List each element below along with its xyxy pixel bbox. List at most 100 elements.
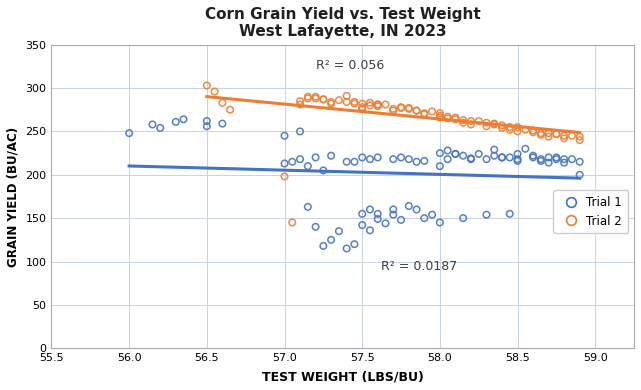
- Point: [295, 98, 305, 104]
- Point: [202, 118, 212, 124]
- Point: [357, 222, 367, 228]
- Point: [567, 133, 577, 139]
- Point: [551, 131, 562, 137]
- Point: [512, 151, 522, 157]
- Point: [559, 156, 569, 162]
- Point: [334, 228, 344, 234]
- Point: [489, 152, 499, 159]
- Point: [435, 163, 445, 169]
- Point: [310, 154, 320, 161]
- Point: [450, 151, 460, 157]
- Point: [419, 158, 429, 164]
- Point: [147, 121, 158, 128]
- Point: [551, 156, 562, 162]
- Point: [357, 211, 367, 217]
- Point: [310, 224, 320, 230]
- Point: [497, 122, 507, 128]
- Point: [388, 108, 399, 114]
- Point: [217, 121, 228, 127]
- Point: [295, 156, 305, 162]
- Point: [481, 120, 492, 126]
- Point: [435, 110, 445, 116]
- Point: [536, 156, 546, 162]
- Text: R² = 0.0187: R² = 0.0187: [381, 260, 457, 273]
- Point: [481, 211, 492, 218]
- Point: [427, 108, 437, 115]
- Point: [412, 108, 422, 114]
- Point: [342, 159, 352, 165]
- Point: [342, 245, 352, 252]
- Point: [318, 167, 328, 174]
- Point: [458, 215, 469, 221]
- Legend: Trial 1, Trial 2: Trial 1, Trial 2: [553, 190, 628, 234]
- Point: [178, 116, 188, 122]
- Point: [481, 156, 492, 162]
- Point: [450, 151, 460, 157]
- Point: [512, 124, 522, 130]
- Point: [497, 154, 507, 161]
- Point: [326, 237, 337, 243]
- Point: [528, 152, 538, 159]
- Point: [318, 96, 328, 103]
- Point: [559, 160, 569, 166]
- Point: [295, 128, 305, 135]
- Point: [419, 215, 429, 221]
- Point: [342, 99, 352, 105]
- Point: [458, 152, 469, 159]
- Point: [365, 102, 375, 108]
- Point: [497, 154, 507, 161]
- Point: [279, 133, 290, 139]
- Point: [396, 105, 406, 111]
- Point: [419, 110, 429, 116]
- Point: [435, 150, 445, 156]
- Point: [520, 145, 531, 152]
- Point: [442, 115, 453, 122]
- Point: [365, 156, 375, 162]
- Point: [349, 241, 360, 247]
- Point: [435, 219, 445, 225]
- Point: [342, 93, 352, 99]
- Point: [536, 130, 546, 136]
- Point: [287, 219, 297, 225]
- Point: [404, 156, 414, 162]
- Point: [466, 155, 476, 161]
- X-axis label: TEST WEIGHT (LBS/BU): TEST WEIGHT (LBS/BU): [262, 370, 424, 383]
- Point: [380, 220, 390, 227]
- Point: [466, 121, 476, 128]
- Point: [504, 127, 515, 133]
- Point: [474, 151, 484, 157]
- Point: [357, 106, 367, 112]
- Point: [303, 204, 313, 210]
- Point: [388, 206, 399, 213]
- Point: [512, 128, 522, 135]
- Point: [489, 147, 499, 153]
- Point: [544, 154, 554, 161]
- Point: [536, 132, 546, 138]
- Point: [474, 118, 484, 124]
- Point: [124, 130, 135, 136]
- Point: [396, 217, 406, 223]
- Point: [412, 159, 422, 165]
- Point: [512, 156, 522, 162]
- Point: [442, 156, 453, 162]
- Point: [520, 127, 531, 133]
- Point: [404, 105, 414, 111]
- Point: [489, 121, 499, 127]
- Point: [225, 106, 235, 113]
- Point: [574, 137, 585, 143]
- Point: [559, 135, 569, 142]
- Point: [504, 124, 515, 130]
- Point: [372, 101, 383, 108]
- Point: [404, 203, 414, 209]
- Point: [217, 100, 228, 106]
- Point: [380, 101, 390, 108]
- Point: [404, 106, 414, 112]
- Point: [528, 128, 538, 134]
- Point: [512, 158, 522, 164]
- Point: [295, 101, 305, 108]
- Point: [574, 159, 585, 165]
- Point: [279, 174, 290, 180]
- Point: [349, 159, 360, 165]
- Point: [574, 133, 585, 140]
- Point: [435, 113, 445, 119]
